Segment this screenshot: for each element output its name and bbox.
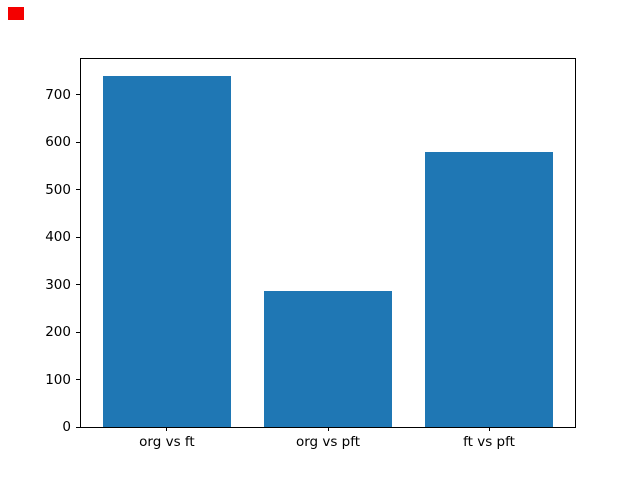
y-tick xyxy=(76,141,80,143)
y-tick xyxy=(76,94,80,96)
y-tick-label: 700 xyxy=(45,86,71,103)
y-tick-label: 400 xyxy=(45,229,71,246)
y-tick-label: 100 xyxy=(45,371,71,388)
bar xyxy=(424,151,554,427)
x-tick-label: ft vs pft xyxy=(463,434,515,450)
y-tick xyxy=(76,331,80,333)
plot-area xyxy=(80,58,576,428)
x-tick xyxy=(327,427,329,431)
y-tick-label: 300 xyxy=(45,276,71,293)
x-tick xyxy=(488,427,490,431)
y-tick xyxy=(76,189,80,191)
y-tick-label: 600 xyxy=(45,134,71,151)
y-tick-label: 200 xyxy=(45,324,71,341)
x-tick-label: org vs ft xyxy=(139,434,195,450)
y-tick-label: 500 xyxy=(45,181,71,198)
bar xyxy=(102,75,232,427)
y-tick xyxy=(76,426,80,428)
y-tick xyxy=(76,236,80,238)
x-tick-label: org vs pft xyxy=(295,434,361,450)
y-tick-label: 0 xyxy=(62,419,71,435)
y-tick xyxy=(76,379,80,380)
y-tick xyxy=(76,284,80,286)
red-marker xyxy=(8,7,24,20)
x-tick xyxy=(166,427,168,431)
bar xyxy=(263,291,393,427)
